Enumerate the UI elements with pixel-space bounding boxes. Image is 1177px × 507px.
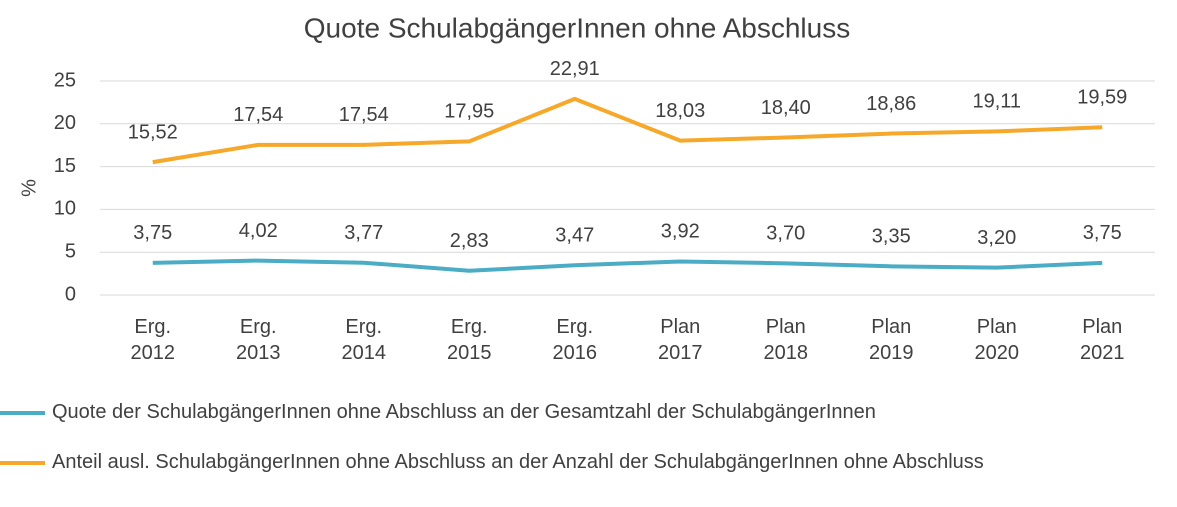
y-tick-label: 10	[54, 198, 76, 220]
data-label: 22,91	[550, 58, 600, 80]
data-label: 18,86	[866, 93, 916, 115]
data-label: 2,83	[450, 230, 489, 252]
data-label: 3,92	[661, 221, 700, 243]
data-label: 19,59	[1077, 87, 1127, 109]
data-label: 3,47	[555, 225, 594, 247]
data-label: 3,77	[344, 222, 383, 244]
data-label: 17,54	[233, 104, 283, 126]
data-label: 18,03	[655, 100, 705, 122]
legend-item: Quote der SchulabgängerInnen ohne Abschl…	[0, 400, 1177, 424]
chart: Quote SchulabgängerInnen ohne Abschluss …	[18, 12, 1155, 364]
x-tick-label: Plan 2017	[658, 316, 703, 364]
y-axis-label: %	[18, 179, 40, 197]
data-label: 3,35	[872, 226, 911, 248]
x-tick-label: Erg. 2013	[236, 316, 281, 364]
x-tick-label: Erg. 2015	[447, 316, 492, 364]
x-tick-label: Plan 2020	[975, 316, 1020, 364]
y-tick-label: 15	[54, 155, 76, 177]
legend-label: Quote der SchulabgängerInnen ohne Abschl…	[52, 401, 876, 423]
x-tick-label: Plan 2019	[869, 316, 914, 364]
y-tick-label: 25	[54, 69, 76, 91]
series-line	[152, 258, 1103, 273]
data-label: 15,52	[128, 121, 178, 143]
y-tick-label: 5	[65, 240, 76, 262]
y-tick-label: 20	[54, 112, 76, 134]
legend-swatch	[0, 461, 45, 465]
data-label: 3,75	[1083, 222, 1122, 244]
data-label: 18,40	[761, 97, 811, 119]
x-tick-label: Erg. 2016	[553, 316, 598, 364]
data-label: 19,11	[972, 91, 1021, 113]
data-label: 4,02	[239, 220, 278, 242]
data-label: 3,75	[133, 222, 172, 244]
legend-swatch	[0, 411, 45, 415]
legend-item: Anteil ausl. SchulabgängerInnen ohne Abs…	[0, 450, 1177, 474]
data-label: 17,95	[444, 101, 494, 123]
data-label: 3,20	[977, 227, 1016, 249]
data-label: 3,70	[766, 223, 805, 245]
series-line	[152, 96, 1103, 165]
chart-title: Quote SchulabgängerInnen ohne Abschluss	[304, 12, 850, 43]
x-tick-label: Erg. 2012	[131, 316, 176, 364]
data-label: 17,54	[339, 104, 389, 126]
legend-label: Anteil ausl. SchulabgängerInnen ohne Abs…	[52, 451, 984, 473]
x-tick-label: Plan 2018	[764, 316, 809, 364]
y-tick-label: 0	[65, 283, 76, 305]
x-tick-label: Plan 2021	[1080, 316, 1125, 364]
x-tick-label: Erg. 2014	[342, 316, 387, 364]
